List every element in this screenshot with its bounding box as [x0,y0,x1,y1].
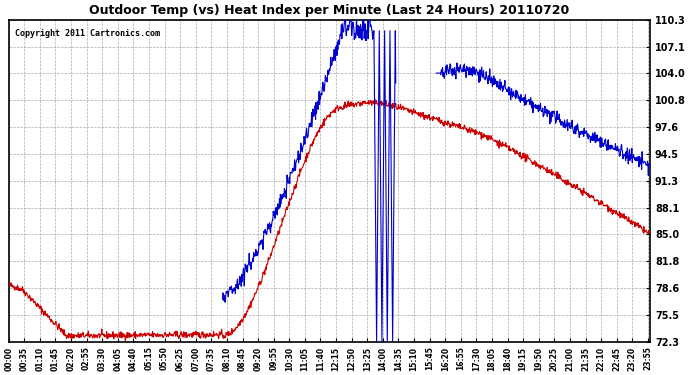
Title: Outdoor Temp (vs) Heat Index per Minute (Last 24 Hours) 20110720: Outdoor Temp (vs) Heat Index per Minute … [89,4,569,17]
Text: Copyright 2011 Cartronics.com: Copyright 2011 Cartronics.com [15,29,160,38]
